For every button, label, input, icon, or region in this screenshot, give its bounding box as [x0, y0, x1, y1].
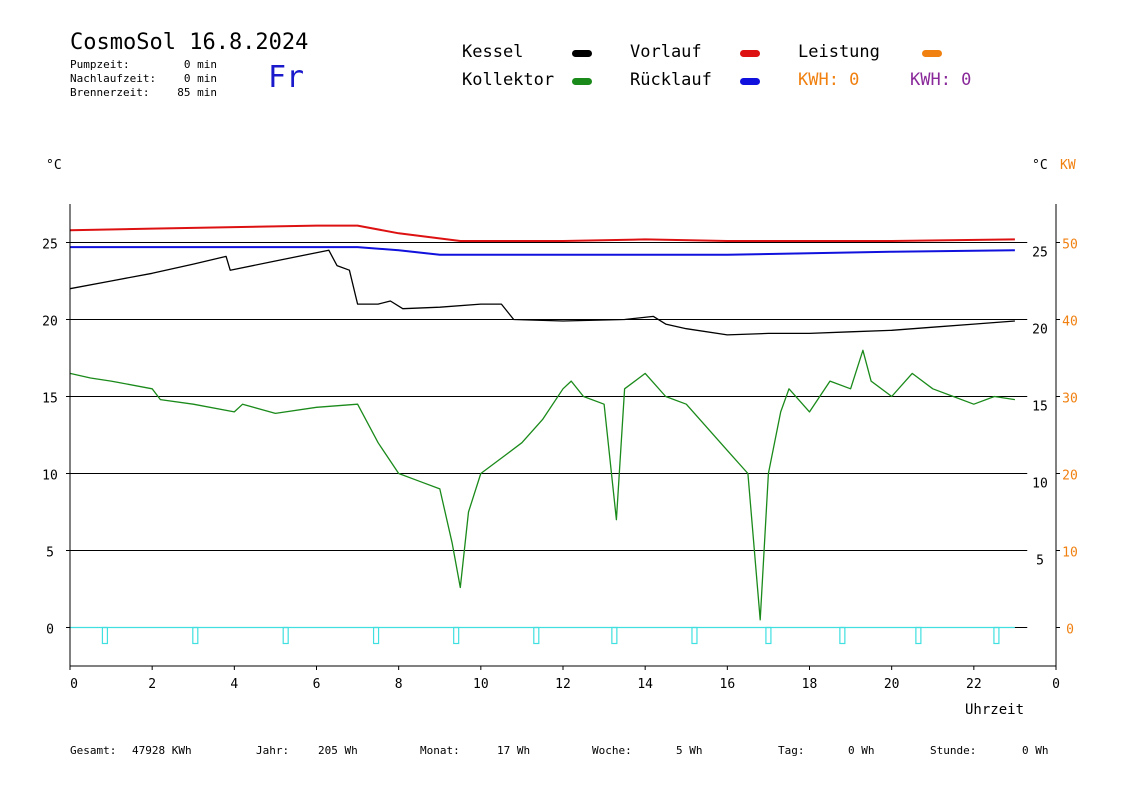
pulse-marker-11 — [993, 626, 1000, 645]
footer-stunde-value: 0 Wh — [1022, 744, 1049, 757]
series-line-1 — [70, 246, 1015, 256]
legend-kollektor-label: Kollektor — [462, 70, 555, 90]
brennerzeit-label: Brennerzeit: — [70, 86, 150, 99]
y-tick-label-left-3: 15 — [42, 392, 58, 407]
kwh-value-orange: KWH: 0 — [798, 70, 860, 90]
x-tick-label-9: 18 — [802, 677, 818, 692]
pumpzeit-value: 0 min — [183, 58, 217, 71]
pulse-marker-2 — [282, 626, 289, 645]
x-tick-label-5: 10 — [473, 677, 489, 692]
footer-tag-label: Tag: — [778, 744, 805, 757]
y-tick-label-right-c-3: 20 — [1032, 323, 1048, 338]
pulse-marker-4 — [453, 626, 460, 645]
y-tick-label-left-5: 25 — [42, 238, 58, 253]
x-tick-label-0: 0 — [70, 677, 78, 692]
x-axis-label: Uhrzeit — [965, 702, 1025, 718]
legend-kollektor-swatch — [572, 78, 592, 85]
footer-tag-value: 0 Wh — [848, 744, 875, 757]
series-line-2 — [69, 249, 1015, 336]
nachlaufzeit-value: 0 min — [183, 72, 217, 85]
x-tick-label-11: 22 — [966, 677, 982, 692]
pulse-marker-1 — [192, 626, 199, 645]
pulse-marker-10 — [915, 626, 922, 645]
x-tick-label-10: 20 — [884, 677, 900, 692]
y-tick-label-right-kw-3: 30 — [1062, 392, 1078, 407]
footer-jahr-label: Jahr: — [256, 744, 290, 757]
brennerzeit-value: 85 min — [177, 86, 217, 99]
pulse-marker-0 — [101, 626, 109, 645]
footer-monat-value: 17 Wh — [497, 744, 531, 757]
x-tick-label-6: 12 — [555, 677, 571, 692]
left-unit-label: °C — [46, 158, 62, 173]
footer-jahr-value: 205 Wh — [318, 744, 358, 757]
pulse-marker-8 — [765, 626, 772, 645]
x-tick-label-8: 16 — [720, 677, 736, 692]
series-line-0 — [69, 224, 1015, 242]
y-tick-label-right-c-1: 10 — [1032, 477, 1048, 492]
nachlaufzeit-label: Nachlaufzeit: — [70, 72, 157, 85]
footer-stunde-label: Stunde: — [930, 744, 977, 757]
y-tick-label-right-kw-5: 50 — [1062, 238, 1078, 253]
page-title: CosmoSol 16.8.2024 — [70, 30, 309, 55]
y-tick-label-left-0: 0 — [46, 623, 54, 638]
pulse-marker-6 — [611, 626, 618, 645]
pulse-marker-5 — [533, 626, 540, 645]
footer-monat-label: Monat: — [420, 744, 460, 757]
pulse-marker-7 — [691, 626, 698, 645]
series-line-3 — [69, 349, 1015, 621]
y-tick-label-left-4: 20 — [42, 315, 58, 330]
footer-woche-label: Woche: — [592, 744, 632, 757]
weekday-label: Fr — [268, 60, 305, 95]
legend-leistung-label: Leistung — [798, 42, 880, 62]
footer-gesamt-label: Gesamt: — [70, 744, 117, 757]
x-tick-label-3: 6 — [313, 677, 321, 692]
legend-kessel-label: Kessel — [462, 42, 524, 62]
x-tick-label-2: 4 — [230, 677, 238, 692]
legend-leistung-swatch — [922, 50, 942, 57]
legend-vorlauf-swatch — [740, 50, 760, 57]
kwh-value-purple: KWH: 0 — [910, 70, 972, 90]
legend-ruecklauf-swatch — [740, 78, 760, 85]
y-tick-label-right-kw-1: 10 — [1062, 546, 1078, 561]
y-tick-label-right-c-4: 25 — [1032, 246, 1048, 261]
pulse-marker-9 — [839, 626, 846, 645]
right-unit-kw-label: KW — [1060, 158, 1076, 173]
x-tick-label-4: 8 — [395, 677, 403, 692]
y-tick-label-right-kw-2: 20 — [1062, 469, 1078, 484]
footer-woche-value: 5 Wh — [676, 744, 703, 757]
legend-vorlauf-label: Vorlauf — [630, 42, 702, 62]
pumpzeit-label: Pumpzeit: — [70, 58, 130, 71]
y-tick-label-right-c-0: 5 — [1036, 554, 1044, 569]
legend-ruecklauf-label: Rücklauf — [630, 70, 712, 90]
y-tick-label-right-kw-0: 0 — [1066, 623, 1074, 638]
footer-gesamt-value: 47928 KWh — [132, 744, 192, 757]
x-tick-label-12: 0 — [1052, 677, 1060, 692]
y-tick-label-left-2: 10 — [42, 469, 58, 484]
y-tick-label-right-kw-4: 40 — [1062, 315, 1078, 330]
pulse-marker-3 — [372, 626, 380, 645]
legend-kessel-swatch — [572, 50, 592, 57]
y-tick-label-right-c-2: 15 — [1032, 400, 1048, 415]
right-unit-c-label: °C — [1032, 158, 1048, 173]
y-tick-label-left-1: 5 — [46, 546, 54, 561]
x-tick-label-7: 14 — [637, 677, 653, 692]
x-tick-label-1: 2 — [148, 677, 156, 692]
